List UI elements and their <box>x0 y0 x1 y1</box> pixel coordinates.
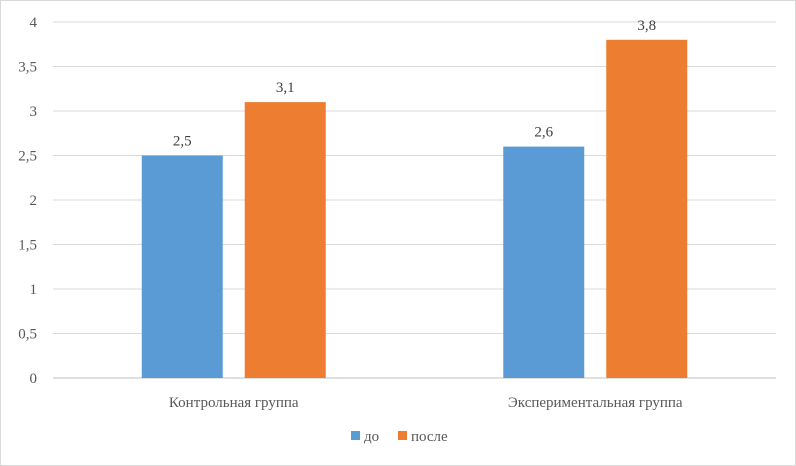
data-label: 2,5 <box>173 134 192 150</box>
bar-after-1 <box>244 102 326 378</box>
data-label: 3,8 <box>637 18 656 34</box>
y-tick-label: 3 <box>30 104 38 120</box>
y-tick-label: 1,5 <box>18 238 37 254</box>
legend-label: после <box>411 429 448 445</box>
legend: до после <box>351 429 448 445</box>
y-tick-label: 2 <box>30 193 38 209</box>
bar-before-2 <box>503 146 585 378</box>
bar-before-1 <box>141 155 223 378</box>
y-tick-label: 2,5 <box>18 149 37 165</box>
bars <box>141 39 688 379</box>
legend-swatch <box>351 431 360 440</box>
data-label: 2,6 <box>534 125 553 141</box>
legend-label: до <box>364 429 379 445</box>
legend-swatch <box>398 431 407 440</box>
category-label: Контрольная группа <box>169 395 299 411</box>
y-tick-label: 0,5 <box>18 327 37 343</box>
y-tick-label: 4 <box>30 15 38 31</box>
y-tick-label: 3,5 <box>18 60 37 76</box>
data-label: 3,1 <box>276 80 295 96</box>
x-axis-categories: Контрольная группа Экспериментальная груп… <box>169 395 683 411</box>
bar-after-2 <box>606 39 688 379</box>
data-labels: 2,5 3,1 2,6 3,8 <box>173 18 656 150</box>
y-axis-ticks: 0 0,5 1 1,5 2 2,5 3 3,5 4 <box>18 15 37 387</box>
y-tick-label: 1 <box>30 282 38 298</box>
category-label: Экспериментальная группа <box>508 395 683 411</box>
y-tick-label: 0 <box>30 371 38 387</box>
